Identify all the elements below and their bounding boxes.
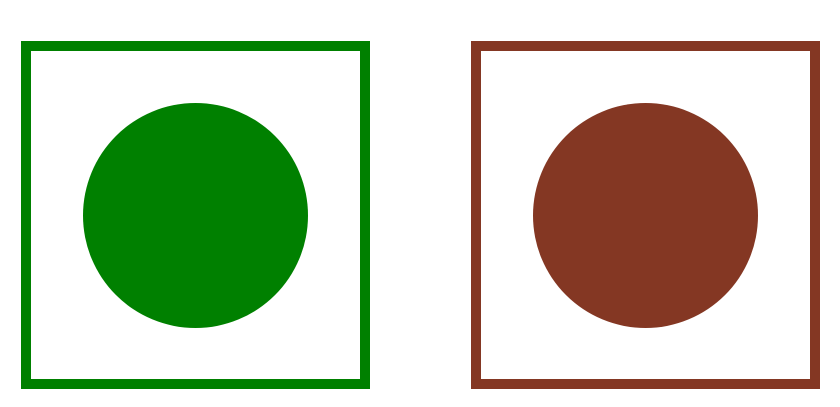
non-veg-mark-square bbox=[471, 41, 820, 389]
veg-mark-dot bbox=[83, 103, 308, 328]
veg-mark-square bbox=[21, 41, 370, 389]
non-veg-mark-dot bbox=[533, 103, 758, 328]
